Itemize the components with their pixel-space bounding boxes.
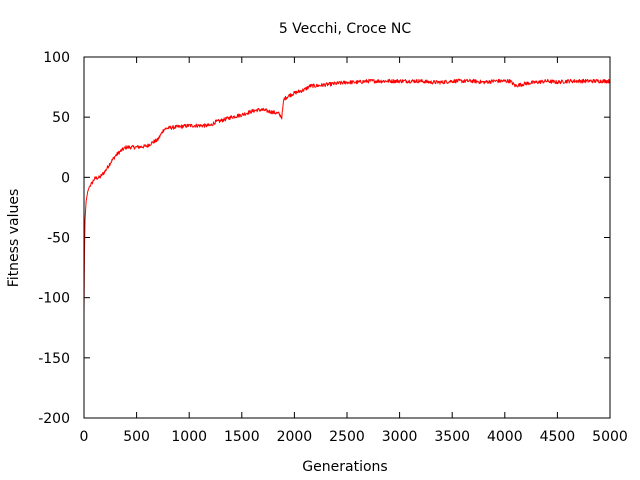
x-tick-label: 3000 [382, 429, 418, 445]
y-tick-label: -200 [38, 411, 70, 427]
y-tick-label: -150 [38, 351, 70, 367]
x-tick-label: 5000 [592, 429, 628, 445]
y-tick-label: 100 [43, 50, 70, 66]
y-tick-label: 0 [61, 170, 70, 186]
x-tick-label: 4500 [540, 429, 576, 445]
x-axis-label: Generations [302, 459, 387, 475]
x-tick-label: 0 [80, 429, 89, 445]
y-axis-ticks: 100 50 0 -50 -100 -150 -200 [38, 50, 610, 427]
x-tick-label: 3500 [434, 429, 470, 445]
series-line-0 [83, 78, 611, 313]
y-axis-label: Fitness values [6, 189, 22, 287]
x-tick-label: 1500 [224, 429, 260, 445]
x-tick-label: 2500 [329, 429, 365, 445]
x-tick-label: 500 [123, 429, 150, 445]
x-tick-label: 1000 [171, 429, 207, 445]
y-tick-label: -100 [38, 291, 70, 307]
plot-area-border [83, 56, 611, 419]
x-axis-ticks: 0 500 1000 1500 2000 2500 3000 3500 4000 4500 5000 [80, 57, 628, 445]
y-tick-label: -50 [47, 231, 70, 247]
x-tick-label: 4000 [487, 429, 523, 445]
chart-title: 5 Vecchi, Croce NC [279, 21, 412, 37]
series-layer [83, 78, 611, 313]
x-tick-label: 2000 [277, 429, 313, 445]
y-tick-label: 50 [52, 110, 70, 126]
